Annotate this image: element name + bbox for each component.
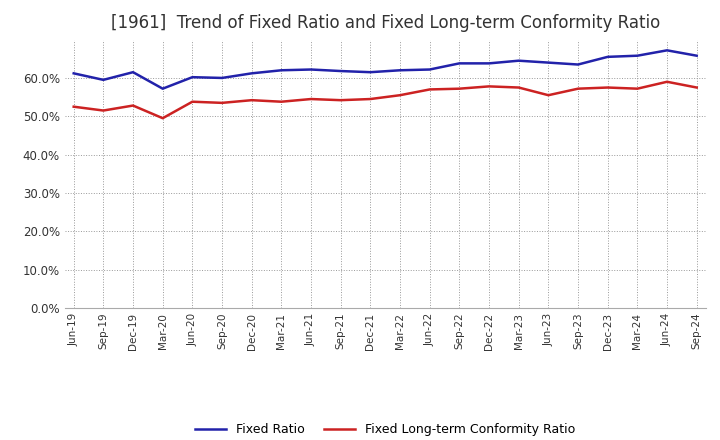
- Fixed Ratio: [693, 53, 701, 59]
- Fixed Long-term Conformity Ratio: [188, 99, 197, 104]
- Fixed Ratio: [307, 67, 315, 72]
- Fixed Ratio: [633, 53, 642, 59]
- Fixed Ratio: [277, 68, 286, 73]
- Fixed Long-term Conformity Ratio: [485, 84, 493, 89]
- Fixed Ratio: [248, 71, 256, 76]
- Fixed Ratio: [129, 70, 138, 75]
- Fixed Long-term Conformity Ratio: [693, 85, 701, 90]
- Fixed Long-term Conformity Ratio: [307, 96, 315, 102]
- Fixed Long-term Conformity Ratio: [366, 96, 374, 102]
- Fixed Long-term Conformity Ratio: [99, 108, 108, 113]
- Fixed Long-term Conformity Ratio: [662, 79, 671, 84]
- Fixed Long-term Conformity Ratio: [574, 86, 582, 92]
- Fixed Ratio: [574, 62, 582, 67]
- Fixed Long-term Conformity Ratio: [633, 86, 642, 92]
- Fixed Ratio: [426, 67, 434, 72]
- Fixed Long-term Conformity Ratio: [129, 103, 138, 108]
- Fixed Long-term Conformity Ratio: [603, 85, 612, 90]
- Fixed Ratio: [603, 54, 612, 59]
- Fixed Ratio: [396, 68, 405, 73]
- Fixed Ratio: [662, 48, 671, 53]
- Fixed Ratio: [188, 74, 197, 80]
- Fixed Ratio: [158, 86, 167, 92]
- Fixed Ratio: [217, 75, 226, 81]
- Fixed Long-term Conformity Ratio: [158, 116, 167, 121]
- Fixed Long-term Conformity Ratio: [277, 99, 286, 104]
- Fixed Ratio: [99, 77, 108, 82]
- Fixed Long-term Conformity Ratio: [455, 86, 464, 92]
- Legend: Fixed Ratio, Fixed Long-term Conformity Ratio: Fixed Ratio, Fixed Long-term Conformity …: [190, 418, 580, 440]
- Fixed Long-term Conformity Ratio: [544, 92, 553, 98]
- Fixed Long-term Conformity Ratio: [396, 92, 405, 98]
- Title: [1961]  Trend of Fixed Ratio and Fixed Long-term Conformity Ratio: [1961] Trend of Fixed Ratio and Fixed Lo…: [111, 15, 660, 33]
- Fixed Long-term Conformity Ratio: [69, 104, 78, 109]
- Fixed Long-term Conformity Ratio: [426, 87, 434, 92]
- Fixed Ratio: [485, 61, 493, 66]
- Fixed Long-term Conformity Ratio: [248, 98, 256, 103]
- Fixed Long-term Conformity Ratio: [514, 85, 523, 90]
- Fixed Ratio: [336, 68, 345, 73]
- Fixed Ratio: [514, 58, 523, 63]
- Fixed Ratio: [69, 71, 78, 76]
- Fixed Ratio: [544, 60, 553, 65]
- Fixed Ratio: [366, 70, 374, 75]
- Fixed Ratio: [455, 61, 464, 66]
- Line: Fixed Ratio: Fixed Ratio: [73, 50, 697, 89]
- Fixed Long-term Conformity Ratio: [217, 100, 226, 106]
- Fixed Long-term Conformity Ratio: [336, 98, 345, 103]
- Line: Fixed Long-term Conformity Ratio: Fixed Long-term Conformity Ratio: [73, 82, 697, 118]
